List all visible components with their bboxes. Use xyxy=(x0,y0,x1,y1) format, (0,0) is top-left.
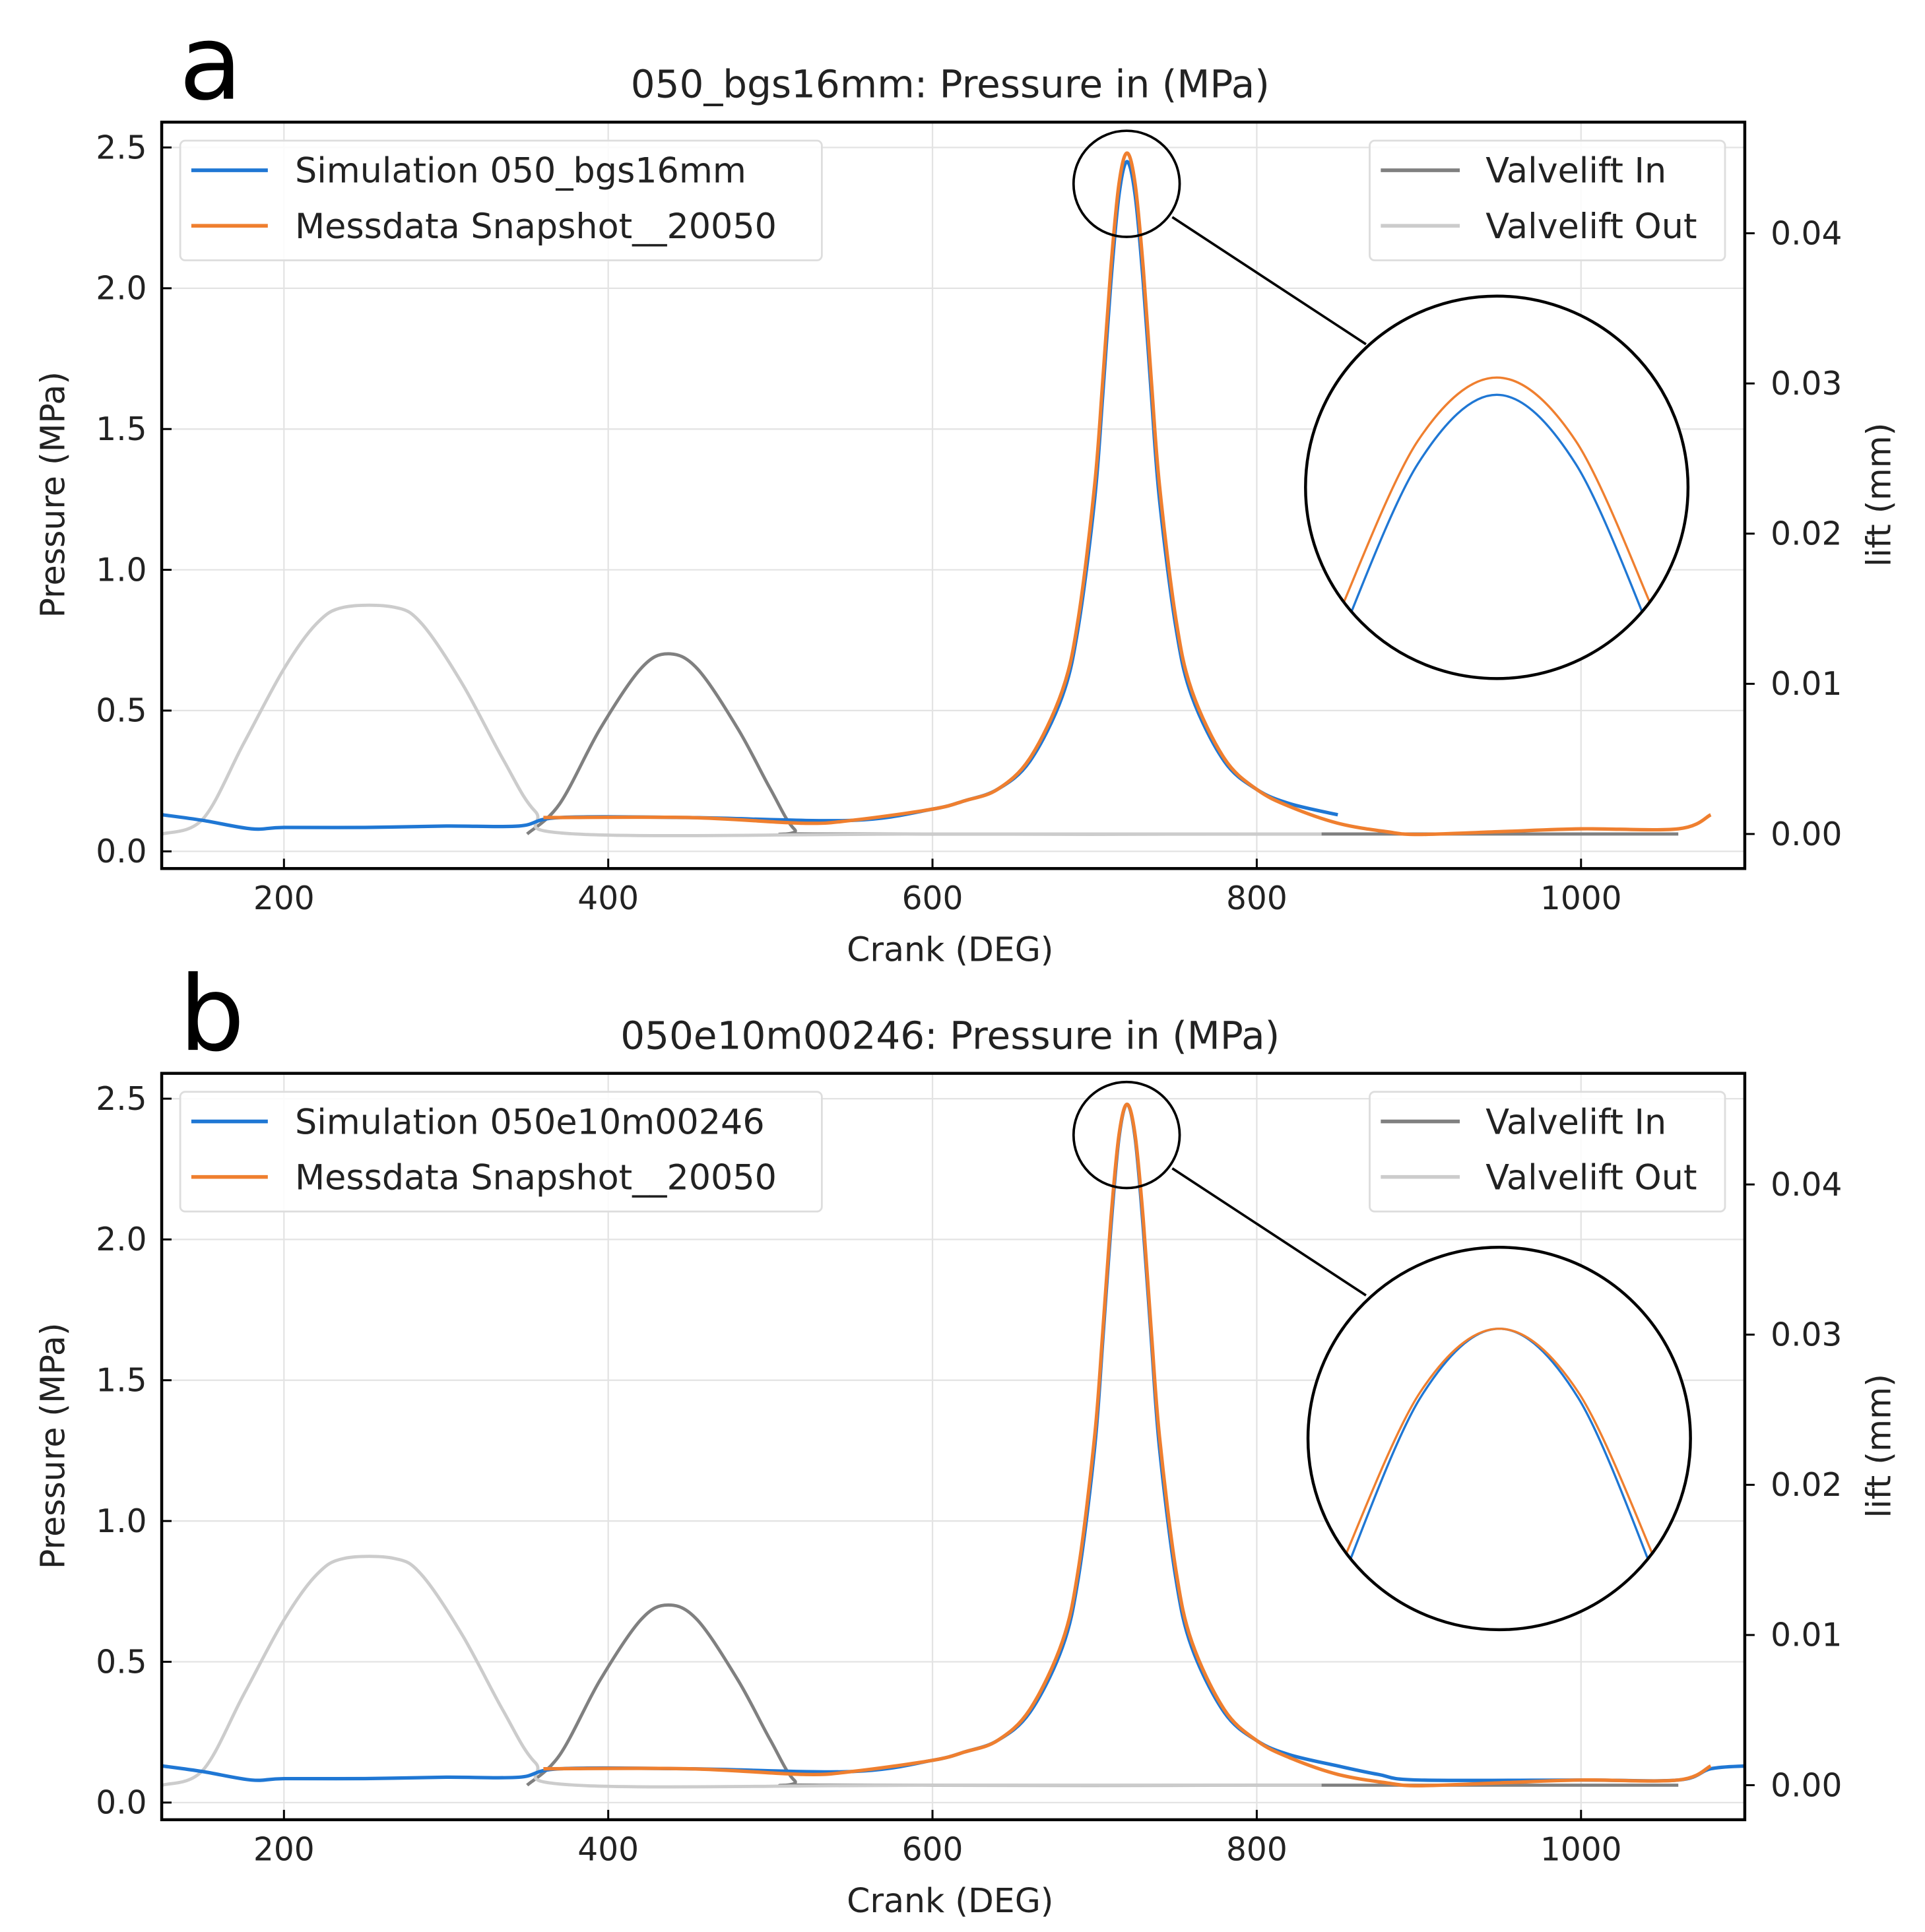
y-tick-label: 2.0 xyxy=(96,1221,147,1258)
legend-left: Simulation 050e10m00246 Messdata Snapshot… xyxy=(179,1091,823,1213)
zoom-inset-series-line xyxy=(1340,1328,1658,1566)
legend-right: Valvelift In Valvelift Out xyxy=(1369,139,1726,261)
y2-axis-label: lift (mm) xyxy=(1860,423,1899,567)
series-group xyxy=(162,151,1712,837)
axes-frame xyxy=(160,1072,1747,1822)
x-tick-label: 600 xyxy=(902,1832,963,1869)
zoom-inset-series-line xyxy=(1338,393,1656,643)
legend-box xyxy=(179,139,823,261)
x-tick-label: 200 xyxy=(253,1832,315,1869)
chart-title: 050_bgs16mm: Pressure in (MPa) xyxy=(631,62,1270,107)
zoom-connector-line xyxy=(1171,216,1367,346)
panel-label: b xyxy=(179,954,245,1075)
y2-axis-label: lift (mm) xyxy=(1860,1374,1899,1518)
panel-a: a 050_bgs16mm: Pressure in (MPa) 200 400 600… xyxy=(33,3,1898,969)
zoom-source-circle xyxy=(1072,129,1181,238)
zoom-inset-circle xyxy=(1304,294,1690,680)
y-tick-label: 0.5 xyxy=(96,1644,147,1681)
y2-tick-label: 0.01 xyxy=(1771,1617,1842,1654)
series-line-valvelift-out xyxy=(162,603,1322,837)
legend-entry: Messdata Snapshot__20050 xyxy=(295,1157,777,1198)
y-axis-label: Pressure (MPa) xyxy=(33,1323,72,1570)
legend-entry: Valvelift In xyxy=(1485,151,1666,191)
y2-tick-label: 0.03 xyxy=(1771,366,1842,402)
series-line-valvelift-out xyxy=(162,1555,1322,1789)
y-tick-label: 1.5 xyxy=(96,411,147,448)
y2-tick-label: 0.00 xyxy=(1771,1767,1842,1804)
series-line-valvelift-in xyxy=(526,652,1679,836)
axes-frame xyxy=(160,120,1747,870)
legend-entry: Simulation 050e10m00246 xyxy=(295,1102,765,1142)
zoom-inset-plot xyxy=(1338,376,1656,643)
legend-left: Simulation 050_bgs16mm Messdata Snapshot_… xyxy=(179,139,823,261)
legend-right: Valvelift In Valvelift Out xyxy=(1369,1091,1726,1213)
zoom-connector-line xyxy=(1171,1167,1367,1297)
legend-entry: Simulation 050_bgs16mm xyxy=(295,151,746,191)
x-tick-label: 200 xyxy=(253,880,315,917)
panel-b: b 050e10m00246: Pressure in (MPa) 200 400 60… xyxy=(33,954,1898,1920)
x-tick-label: 800 xyxy=(1226,1832,1288,1869)
legend-entry: Messdata Snapshot__20050 xyxy=(295,207,777,247)
chart-title: 050e10m00246: Pressure in (MPa) xyxy=(620,1013,1280,1058)
y-axis-label: Pressure (MPa) xyxy=(33,371,72,618)
zoom-inset-background xyxy=(1305,296,1688,679)
y-tick-label: 2.0 xyxy=(96,271,147,307)
x-tick-label: 800 xyxy=(1226,880,1288,917)
y-tick-label: 1.0 xyxy=(96,552,147,589)
y2-tick-label: 0.04 xyxy=(1771,215,1842,252)
y2-tick-label: 0.01 xyxy=(1771,666,1842,703)
zoom-inset-plot xyxy=(1340,1328,1658,1583)
zoom-inset xyxy=(1072,1080,1692,1632)
legend-box xyxy=(179,1091,823,1213)
y2-tick-label: 0.02 xyxy=(1771,1467,1842,1504)
zoom-source-circle xyxy=(1072,1080,1181,1190)
y2-tick-label: 0.02 xyxy=(1771,516,1842,553)
y-tick-label: 1.0 xyxy=(96,1503,147,1540)
y-tick-label: 0.5 xyxy=(96,693,147,730)
series-group xyxy=(162,1102,1745,1789)
legend-entry: Valvelift Out xyxy=(1485,207,1697,247)
y-tick-label: 1.5 xyxy=(96,1363,147,1400)
y-tick-label: 0.0 xyxy=(96,1785,147,1822)
zoom-inset-series-line xyxy=(1338,376,1656,614)
y-tick-label: 2.5 xyxy=(96,129,147,166)
zoom-inset-background xyxy=(1308,1247,1691,1630)
x-axis-label: Crank (DEG) xyxy=(847,930,1053,969)
zoom-inset-circle xyxy=(1306,1246,1692,1632)
legend-entry: Valvelift In xyxy=(1485,1102,1666,1142)
x-tick-label: 400 xyxy=(577,1832,639,1869)
x-tick-label: 600 xyxy=(902,880,963,917)
x-tick-label: 400 xyxy=(577,880,639,917)
y-tick-label: 2.5 xyxy=(96,1081,147,1118)
x-tick-label: 1000 xyxy=(1540,1832,1622,1869)
legend-entry: Valvelift Out xyxy=(1485,1157,1697,1198)
series-line-messdata-snapshot-20050 xyxy=(543,1102,1712,1787)
panel-label: a xyxy=(179,3,242,124)
zoom-inset xyxy=(1072,129,1690,680)
x-axis-label: Crank (DEG) xyxy=(847,1881,1053,1920)
y2-tick-label: 0.04 xyxy=(1771,1167,1842,1204)
series-line-messdata-snapshot-20050 xyxy=(543,151,1712,837)
series-line-valvelift-in xyxy=(526,1603,1679,1787)
x-tick-label: 1000 xyxy=(1540,880,1622,917)
y2-tick-label: 0.03 xyxy=(1771,1317,1842,1354)
y2-tick-label: 0.00 xyxy=(1771,816,1842,853)
y-tick-label: 0.0 xyxy=(96,833,147,870)
